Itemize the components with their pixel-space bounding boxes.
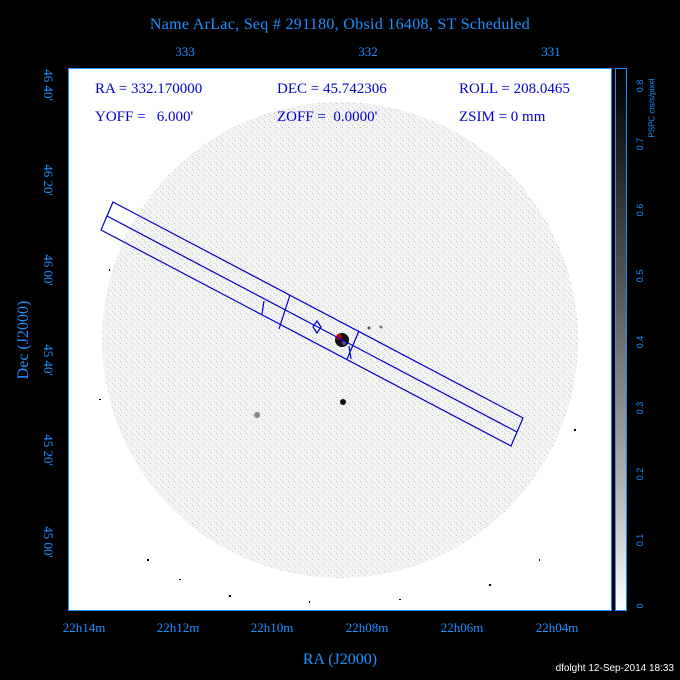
- colorbar-tick: 0.6: [635, 203, 645, 217]
- x-tick-label: 22h10m: [250, 620, 294, 635]
- roll-readout: ROLL = 208.0465: [459, 81, 570, 97]
- zsim-readout: ZSIM = 0 mm: [459, 109, 546, 125]
- instrument-footprint: [100, 201, 524, 447]
- x-axis-title: RA (J2000): [302, 651, 378, 668]
- top-axis-label-1: 333: [175, 44, 195, 59]
- y-tick-label: 45 00': [41, 526, 56, 558]
- x-tick-label: 22h14m: [62, 620, 106, 635]
- edge-specks: [99, 269, 576, 603]
- colorbar-tick: 0.8: [635, 79, 645, 93]
- y-tick-label: 45 20': [41, 434, 56, 466]
- sky-image-plot[interactable]: RA = 332.170000 DEC = 45.742306 ROLL = 2…: [68, 68, 612, 611]
- colorbar-tick: 0.1: [635, 533, 645, 547]
- y-tick-label: 45 40': [41, 344, 56, 376]
- y-tick-label: 46 40': [41, 69, 56, 101]
- colorbar-tick: 0.3: [635, 401, 645, 415]
- figure-title: Name ArLac, Seq # 291180, Obsid 16408, S…: [149, 16, 531, 33]
- detector-outline: [100, 201, 524, 447]
- y-tick-label: 46 20': [41, 164, 56, 196]
- colorbar-tick: 0.4: [635, 335, 645, 349]
- colorbar-tick: 0.7: [635, 137, 645, 151]
- y-axis-title: Dec (J2000): [15, 300, 32, 380]
- top-axis-label-2: 332: [358, 44, 378, 59]
- yoff-readout: YOFF = 6.000': [95, 109, 194, 125]
- colorbar-tick: 0.2: [635, 467, 645, 481]
- sky-image-svg: [99, 102, 578, 603]
- x-tick-label: 22h12m: [156, 620, 200, 635]
- colorbar: [615, 68, 627, 611]
- footer-stamp: dfolght 12-Sep-2014 18:33: [555, 663, 674, 674]
- colorbar-title: PSPC cts/s/pixel: [647, 78, 657, 138]
- ra-readout: RA = 332.170000: [95, 81, 203, 97]
- x-tick-label: 22h06m: [440, 620, 484, 635]
- dec-readout: DEC = 45.742306: [277, 81, 387, 97]
- top-axis-label-3: 331: [541, 44, 561, 59]
- zoff-readout: ZOFF = 0.0000': [277, 109, 378, 125]
- colorbar-tick: 0: [635, 603, 645, 609]
- x-tick-label: 22h04m: [535, 620, 579, 635]
- x-tick-label: 22h08m: [345, 620, 389, 635]
- aimpoint-diamond: [312, 319, 322, 335]
- y-tick-label: 46 00': [41, 254, 56, 286]
- colorbar-tick: 0.5: [635, 269, 645, 283]
